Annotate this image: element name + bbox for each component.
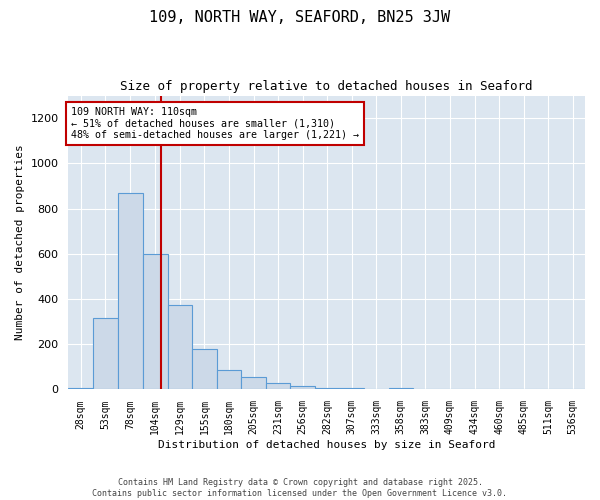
Bar bbox=[118, 193, 143, 390]
Y-axis label: Number of detached properties: Number of detached properties bbox=[15, 144, 25, 340]
Text: Contains HM Land Registry data © Crown copyright and database right 2025.
Contai: Contains HM Land Registry data © Crown c… bbox=[92, 478, 508, 498]
Title: Size of property relative to detached houses in Seaford: Size of property relative to detached ho… bbox=[121, 80, 533, 93]
Bar bbox=[192, 349, 217, 390]
Bar bbox=[241, 377, 266, 390]
Bar bbox=[143, 254, 167, 390]
Bar bbox=[217, 370, 241, 390]
Text: 109 NORTH WAY: 110sqm
← 51% of detached houses are smaller (1,310)
48% of semi-d: 109 NORTH WAY: 110sqm ← 51% of detached … bbox=[71, 107, 359, 140]
Bar bbox=[364, 389, 389, 390]
Bar bbox=[413, 389, 437, 390]
Bar bbox=[389, 388, 413, 390]
Bar bbox=[290, 386, 315, 390]
Bar bbox=[68, 388, 93, 390]
Text: 109, NORTH WAY, SEAFORD, BN25 3JW: 109, NORTH WAY, SEAFORD, BN25 3JW bbox=[149, 10, 451, 25]
Bar bbox=[167, 304, 192, 390]
Bar bbox=[340, 388, 364, 390]
Bar bbox=[266, 382, 290, 390]
X-axis label: Distribution of detached houses by size in Seaford: Distribution of detached houses by size … bbox=[158, 440, 496, 450]
Bar bbox=[315, 388, 340, 390]
Bar bbox=[93, 318, 118, 390]
